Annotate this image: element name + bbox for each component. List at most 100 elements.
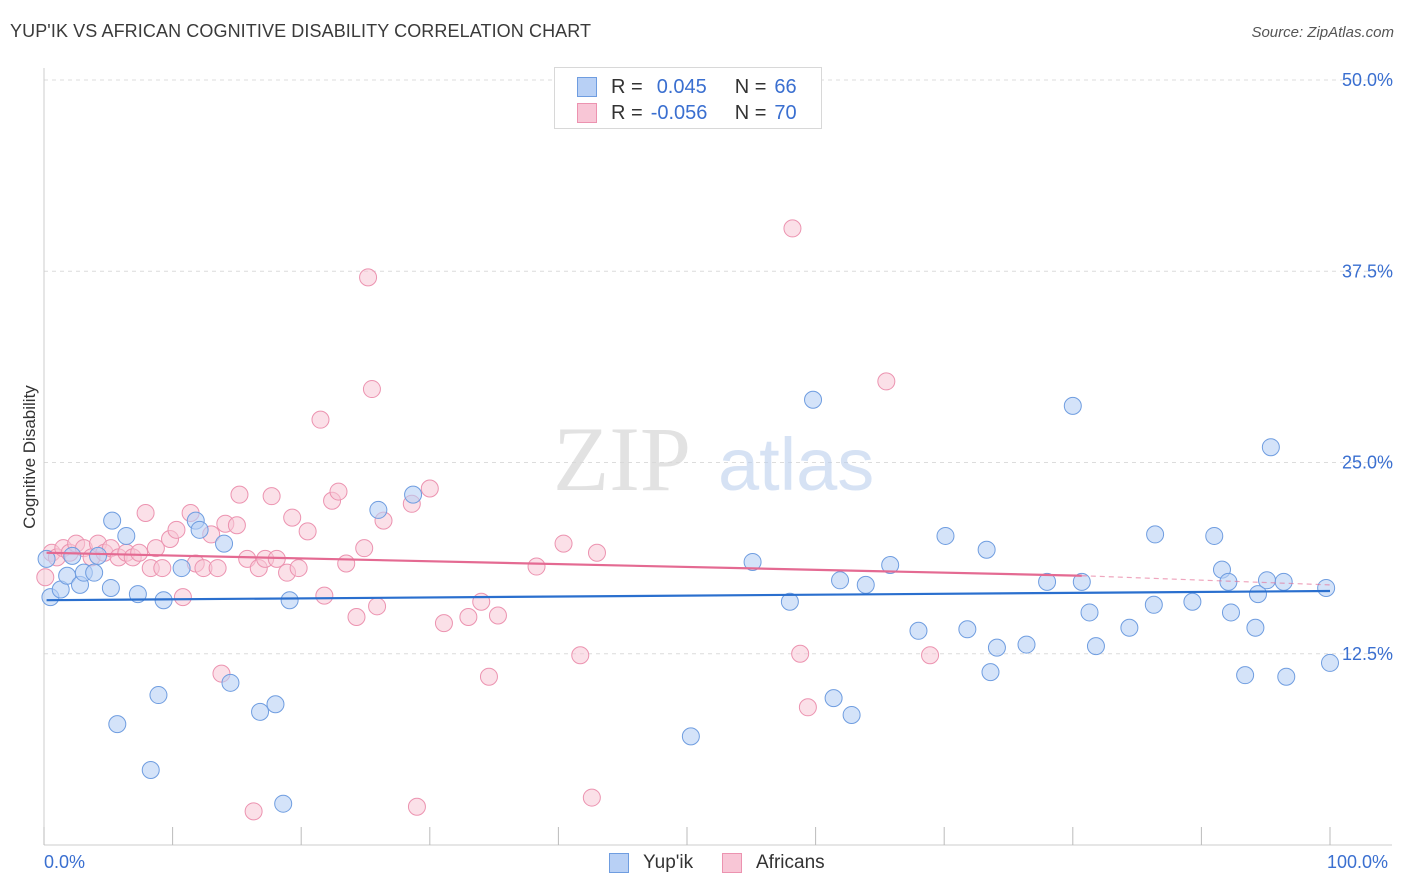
africans-point (420, 479, 439, 498)
correlation-legend: R = 0.045 N = 66 R = -0.056 N = 70 (554, 67, 822, 129)
legend-row-yupik: R = 0.045 N = 66 (577, 75, 797, 99)
yupik-point (958, 620, 977, 639)
legend-swatch-yupik (609, 853, 629, 873)
yupik-point (1236, 666, 1255, 685)
yupik-point (1063, 396, 1082, 415)
africans-point (362, 380, 381, 399)
africans-point (130, 543, 149, 562)
africans-point (355, 539, 374, 558)
yupik-point (63, 546, 82, 565)
africans-point (921, 646, 940, 665)
legend-row-africans: R = -0.056 N = 70 (577, 101, 797, 125)
series-legend-africans[interactable]: Africans (722, 852, 825, 874)
africans-point (136, 503, 155, 522)
yupik-point (987, 638, 1006, 657)
yupik-point (936, 526, 955, 545)
yupik-point (37, 549, 56, 568)
africans-point (877, 372, 896, 391)
yupik-point (1205, 526, 1224, 545)
yupik-point (1274, 572, 1293, 591)
yupik-point (981, 663, 1000, 682)
africans-point (527, 557, 546, 576)
africans-point (283, 508, 302, 527)
series-legend-africans-label: Africans (756, 852, 825, 873)
yupik-point (215, 534, 234, 553)
africans-point (587, 543, 606, 562)
yupik-point (881, 556, 900, 575)
legend-r-label: R = (611, 101, 643, 124)
yupik-point (274, 794, 293, 813)
yupik-point (1146, 525, 1165, 544)
x-tick-label-min: 0.0% (44, 852, 86, 872)
yupik-point (856, 575, 875, 594)
africans-point (289, 559, 308, 578)
yupik-point (108, 715, 127, 734)
yupik-point (842, 705, 861, 724)
africans-point (472, 592, 491, 611)
africans-point (337, 554, 356, 573)
yupik-point (1221, 603, 1240, 622)
yupik-point (280, 591, 299, 610)
yupik-point (172, 559, 191, 578)
yupik-point (251, 702, 270, 721)
yupik-point (221, 673, 240, 692)
yupik-point (1017, 635, 1036, 654)
africans-point (153, 559, 172, 578)
yupik-point (743, 552, 762, 571)
legend-swatch-africans (577, 103, 597, 123)
africans-point (554, 534, 573, 553)
x-tick-label-max: 100.0% (1327, 852, 1389, 872)
africans-points (36, 219, 940, 821)
legend-n-label: N = (734, 75, 767, 98)
yupik-point (1144, 595, 1163, 614)
series-legend: Yup'ik Africans (0, 849, 1406, 879)
source-label: Source: ZipAtlas.com (1251, 24, 1394, 41)
africans-point (244, 802, 263, 821)
yupik-point (103, 511, 122, 530)
yupik-point (85, 563, 104, 582)
africans-point (571, 646, 590, 665)
yupik-point (1080, 603, 1099, 622)
chart-title: YUP'IK VS AFRICAN COGNITIVE DISABILITY C… (10, 21, 592, 41)
africans-point (783, 219, 802, 238)
series-legend-yupik-label: Yup'ik (643, 852, 694, 873)
africans-point (36, 568, 55, 587)
legend-r-label: R = (611, 75, 643, 98)
africans-point (488, 606, 507, 625)
yupik-point (1261, 438, 1280, 457)
y-tick-label: 25.0% (1342, 453, 1393, 473)
yupik-point (404, 485, 423, 504)
africans-point (311, 410, 330, 429)
trend-lines (46, 551, 1331, 602)
yupik-point (101, 578, 120, 597)
yupik-point (1246, 618, 1265, 637)
yupik-point (1257, 571, 1276, 590)
africans-point (359, 268, 378, 287)
africans-point (298, 522, 317, 541)
yupik-points (37, 390, 1339, 813)
legend-r-value: -0.056 (650, 101, 708, 124)
africans-point (434, 614, 453, 633)
y-tick-label: 12.5% (1342, 644, 1393, 664)
yupik-point (1321, 653, 1339, 672)
yupik-point (824, 689, 843, 708)
legend-r-value: 0.045 (656, 75, 707, 98)
yupik-point (266, 695, 285, 714)
yupik-point (831, 571, 850, 590)
africans-point (582, 788, 601, 807)
yupik-point (1219, 572, 1238, 591)
africans-point (791, 644, 810, 663)
yupik-point (117, 526, 136, 545)
watermark-atlas: atlas (718, 423, 874, 506)
legend-n-value: 66 (774, 75, 797, 98)
africans-point (146, 539, 165, 558)
yupik-point (780, 592, 799, 611)
africans-point (208, 559, 227, 578)
series-legend-yupik[interactable]: Yup'ik (609, 852, 693, 874)
africans-point (479, 667, 498, 686)
africans-point (173, 588, 192, 607)
y-axis-label: Cognitive Disability (20, 385, 39, 529)
legend-n-value: 70 (774, 101, 797, 124)
africans-point (227, 516, 246, 535)
yupik-point (1317, 578, 1336, 597)
